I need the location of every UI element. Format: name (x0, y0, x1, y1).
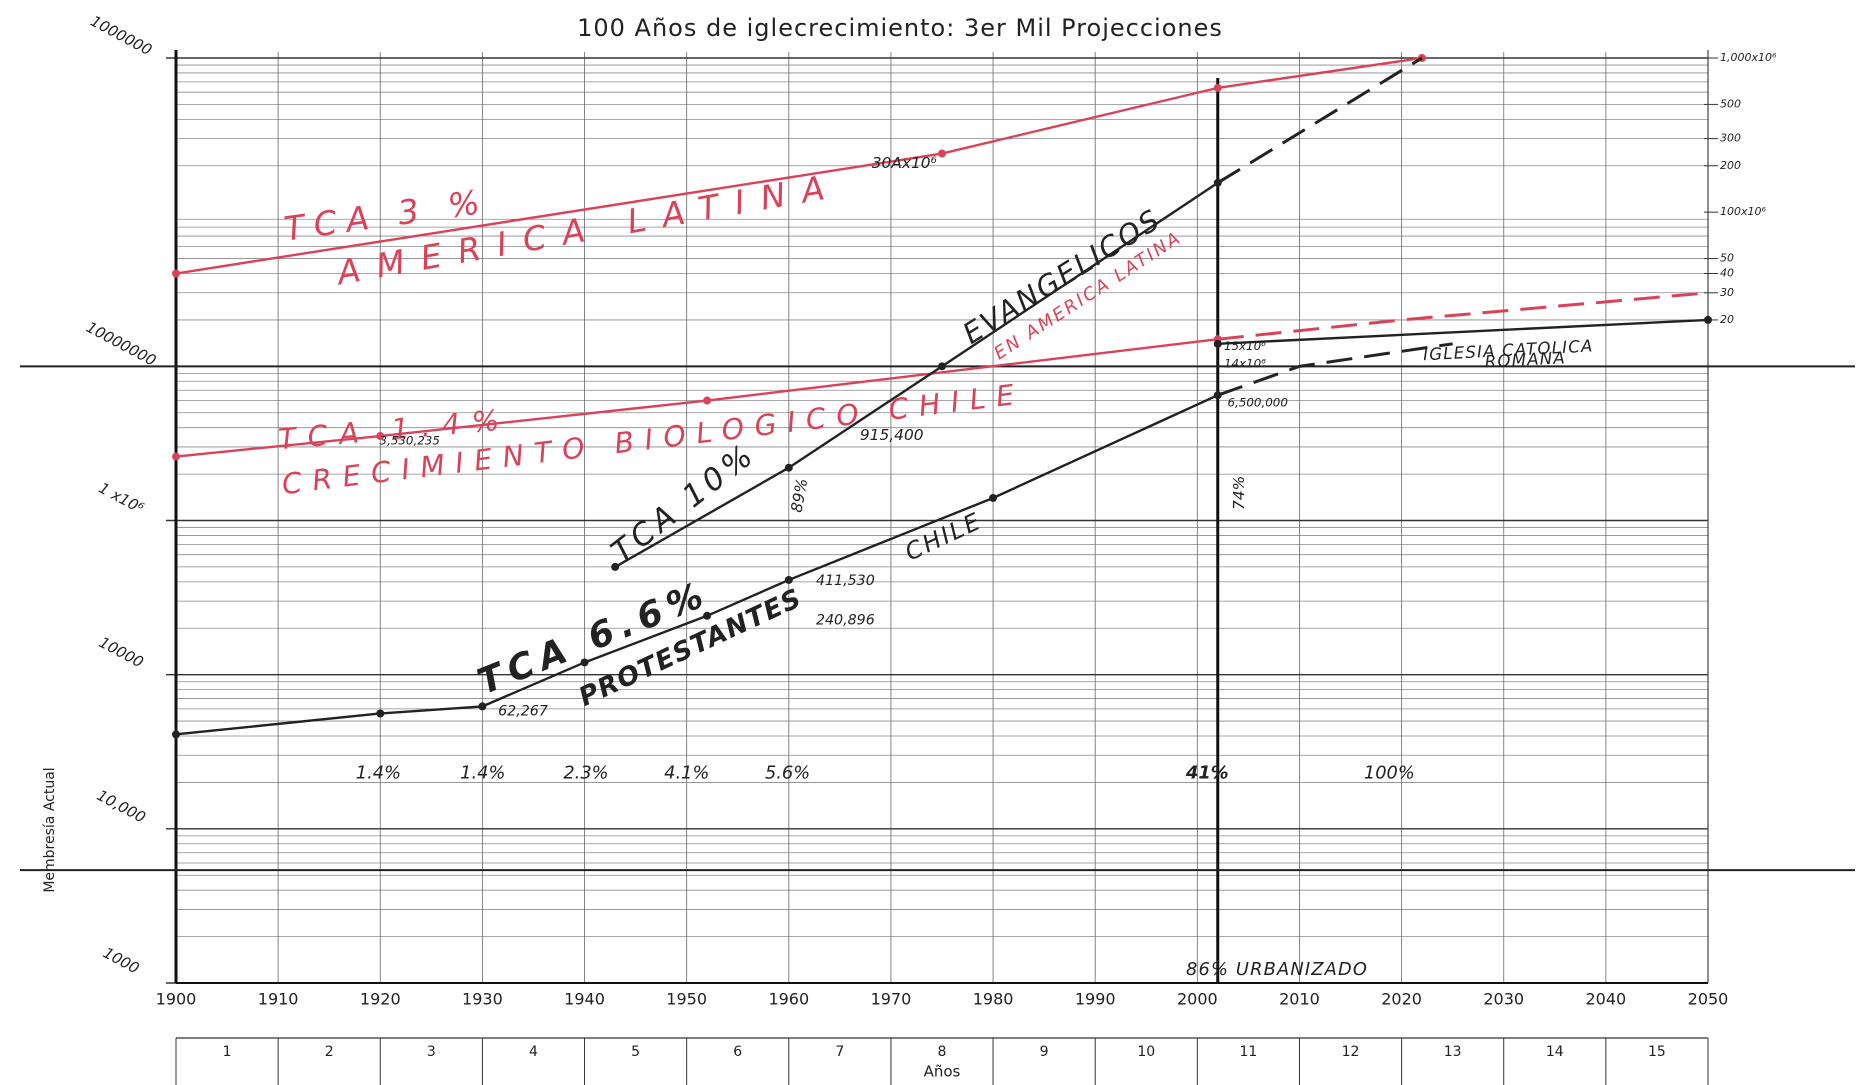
series-line (614, 181, 1219, 568)
period-label: 1 (223, 1044, 232, 1060)
annotation: 1.4% (460, 762, 505, 783)
data-point (376, 432, 385, 441)
data-point (580, 658, 589, 667)
y2-tick-label: 100x10⁶ (1720, 205, 1767, 218)
data-point (938, 149, 946, 158)
x-axis-title: Años (924, 1063, 961, 1081)
data-point (784, 575, 793, 584)
period-label: 10 (1137, 1044, 1155, 1060)
data-point (703, 611, 712, 620)
annotation: 62,267 (498, 704, 548, 720)
period-label: 6 (733, 1044, 742, 1060)
x-tick-label: 1960 (768, 990, 809, 1009)
x-tick-label: 1930 (462, 990, 503, 1009)
annotation: ROMANA (1484, 348, 1566, 371)
series-line (1217, 342, 1453, 397)
period-label: 15 (1648, 1044, 1666, 1060)
x-tick-label: 2050 (1688, 990, 1729, 1009)
y2-tick-label: 500 (1720, 97, 1741, 110)
data-point (172, 452, 180, 461)
series-line (1216, 56, 1423, 185)
series-line (175, 56, 1423, 275)
period-label: 11 (1239, 1044, 1257, 1060)
x-tick-label: 1980 (973, 990, 1014, 1009)
period-label: 9 (1040, 1044, 1049, 1060)
data-point (1213, 83, 1222, 92)
annotation: 5.6% (765, 762, 810, 783)
y2-tick-label: 40 (1720, 267, 1734, 280)
data-point (611, 562, 620, 571)
annotation: 1.4% (356, 762, 401, 783)
x-tick-label: 2040 (1586, 990, 1627, 1009)
x-tick-label: 1970 (871, 990, 912, 1009)
data-point (1213, 339, 1222, 348)
annotation: 41% (1185, 762, 1229, 783)
y-axis-title: Membresía Actual (42, 767, 58, 892)
annotation: 100% (1364, 762, 1415, 783)
x-tick-label: 1900 (156, 990, 197, 1009)
period-label: 3 (427, 1044, 436, 1060)
chart-title: 100 Años de iglecrecimiento: 3er Mil Pro… (577, 14, 1223, 42)
data-point (376, 709, 385, 718)
x-tick-label: 2030 (1483, 990, 1524, 1009)
x-tick-label: 1950 (666, 990, 707, 1009)
data-point (938, 362, 946, 371)
data-point (478, 702, 487, 711)
annotation: 2.3% (563, 762, 608, 783)
annotation: 14x10⁶ (1224, 357, 1266, 371)
y2-tick-label: 300 (1720, 132, 1741, 145)
period-label: 4 (529, 1044, 538, 1060)
y2-tick-label: 20 (1720, 313, 1734, 326)
period-label: 5 (631, 1044, 640, 1060)
data-point (989, 493, 998, 502)
annotation: 74% (1230, 476, 1248, 510)
data-point (703, 396, 712, 405)
x-tick-label: 2000 (1177, 990, 1218, 1009)
period-label: 13 (1444, 1044, 1462, 1060)
period-label: 12 (1342, 1044, 1360, 1060)
series-line (1217, 318, 1709, 346)
x-tick-label: 1990 (1075, 990, 1116, 1009)
data-point (172, 730, 180, 739)
annotation: 86% URBANIZADO (1186, 959, 1368, 980)
x-tick-label: 1920 (360, 990, 401, 1009)
annotation: 3,530,235 (380, 434, 440, 448)
series-line (175, 337, 1218, 458)
data-point (784, 463, 793, 472)
x-tick-label: 1940 (564, 990, 605, 1009)
period-label: 8 (938, 1044, 947, 1060)
annotation: 915,400 (860, 426, 924, 444)
data-point (172, 269, 180, 278)
annotation: 15x10⁶ (1224, 339, 1266, 353)
period-label: 2 (325, 1044, 334, 1060)
annotation: 89% (788, 477, 812, 514)
period-label: 7 (835, 1044, 844, 1060)
annotation: 30Ax10⁶ (872, 154, 937, 172)
annotation: 240,896 (816, 612, 875, 628)
annotation: 411,530 (816, 573, 875, 589)
period-label: 14 (1546, 1044, 1564, 1060)
series-line (175, 394, 1219, 736)
data-point (1704, 315, 1712, 324)
y2-tick-label: 50 (1720, 252, 1734, 265)
x-tick-label: 2020 (1381, 990, 1422, 1009)
x-tick-label: 1910 (258, 990, 299, 1009)
annotation: 6,500,000 (1228, 396, 1288, 410)
y2-tick-label: 1,000x10⁶ (1720, 51, 1777, 64)
x-tick-label: 2010 (1279, 990, 1320, 1009)
y2-tick-label: 200 (1720, 159, 1741, 172)
annotation: 4.1% (664, 762, 709, 783)
y2-tick-label: 30 (1720, 286, 1734, 299)
series-line (1217, 291, 1709, 341)
